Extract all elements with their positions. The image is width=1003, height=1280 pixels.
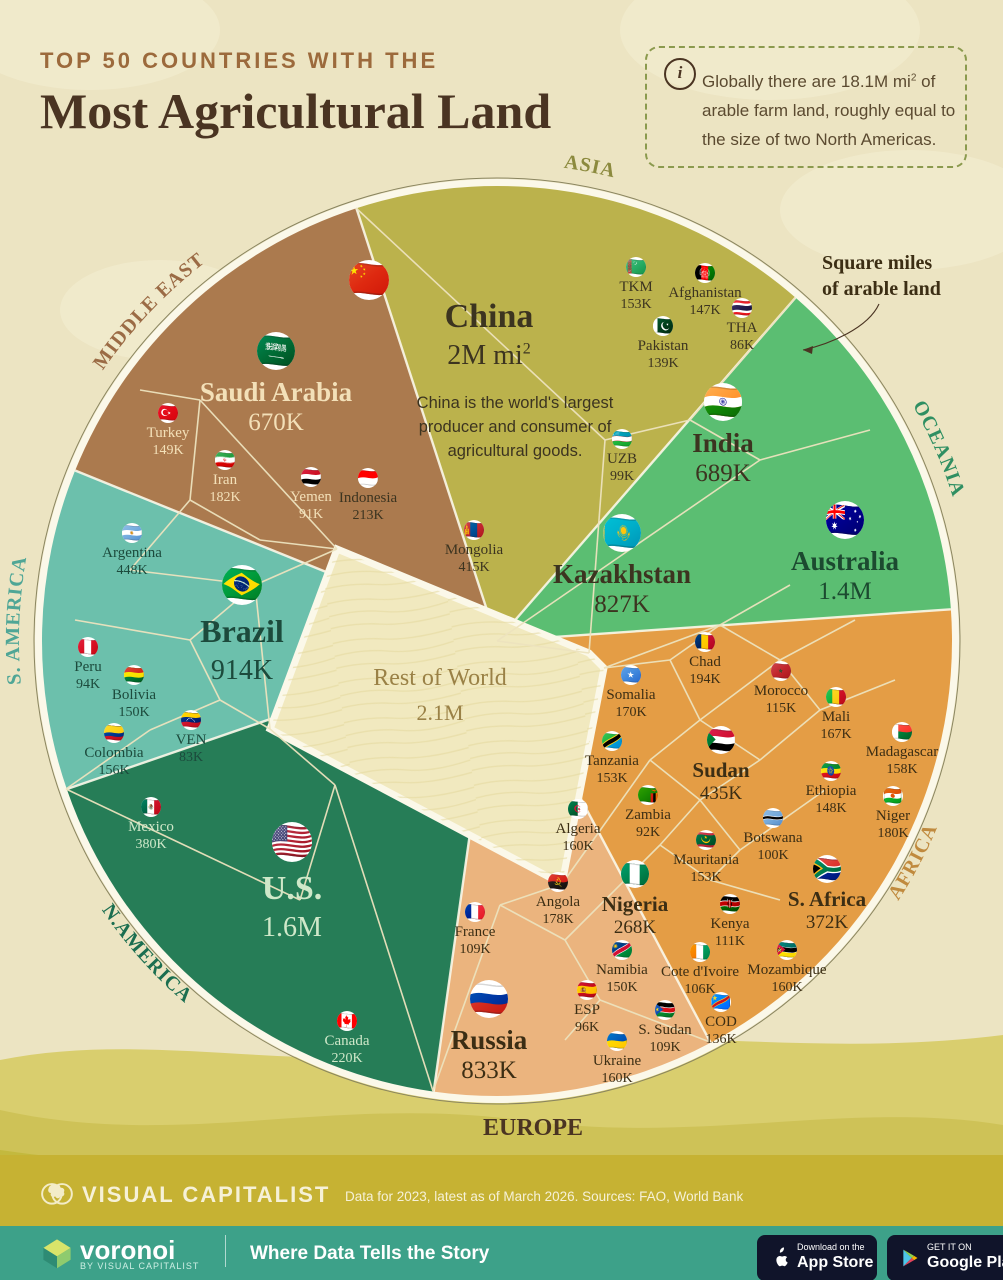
svg-text:ASIA: ASIA [563, 151, 619, 183]
svg-text:S. AMERICA: S. AMERICA [2, 554, 31, 685]
svg-text:EUROPE: EUROPE [483, 1115, 583, 1141]
